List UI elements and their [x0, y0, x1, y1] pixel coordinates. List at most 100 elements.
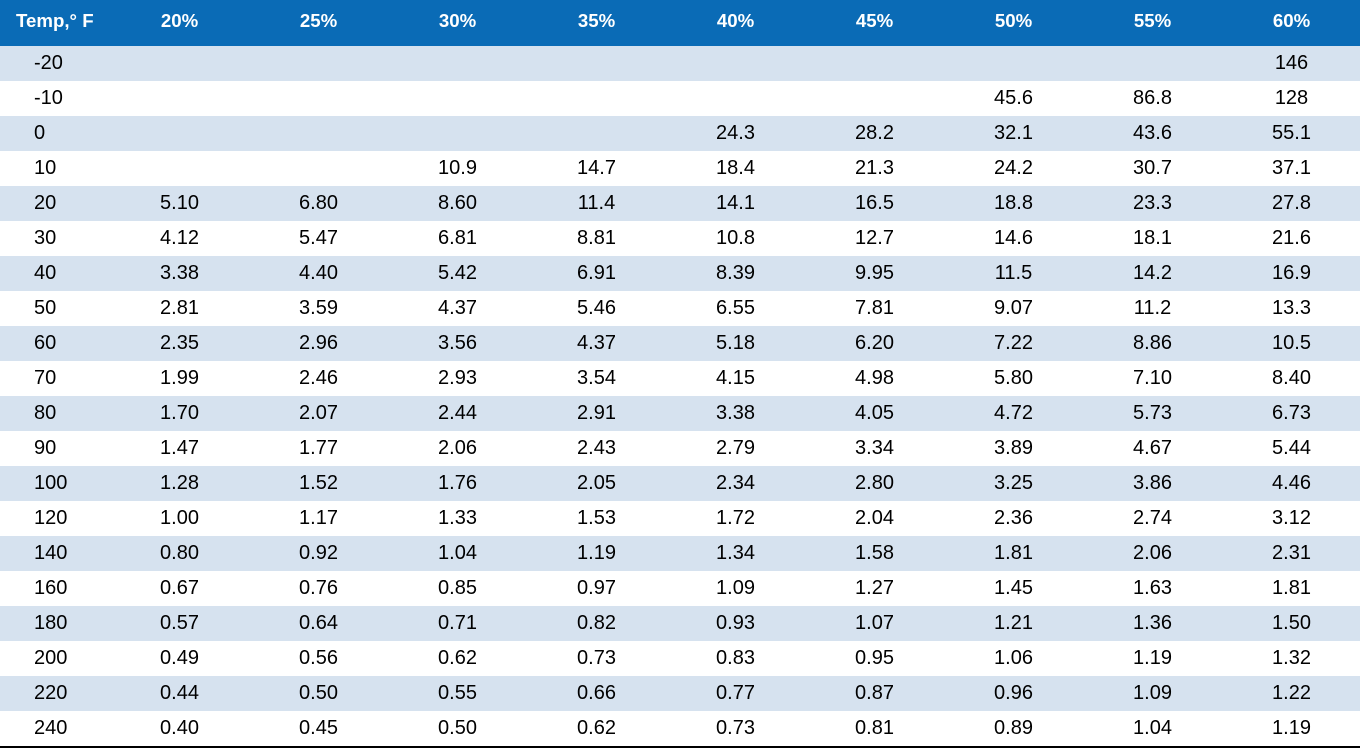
data-cell: 0.92 — [249, 536, 388, 571]
data-cell: 37.1 — [1222, 151, 1360, 186]
data-cell: 1.45 — [944, 571, 1083, 606]
data-cell: 4.98 — [805, 361, 944, 396]
data-cell: 4.05 — [805, 396, 944, 431]
table-row: -1045.686.8128 — [0, 81, 1360, 116]
table-row: -20146 — [0, 46, 1360, 81]
table-row: 1400.800.921.041.191.341.581.812.062.31 — [0, 536, 1360, 571]
data-table: Temp,° F20%25%30%35%40%45%50%55%60% -201… — [0, 0, 1360, 748]
data-cell: 24.2 — [944, 151, 1083, 186]
data-cell: 5.46 — [527, 291, 666, 326]
data-cell: 1.63 — [1083, 571, 1222, 606]
table-header: Temp,° F20%25%30%35%40%45%50%55%60% — [0, 0, 1360, 46]
table-row: 701.992.462.933.544.154.985.807.108.40 — [0, 361, 1360, 396]
data-cell: 10.8 — [666, 221, 805, 256]
data-cell — [388, 116, 527, 151]
data-cell: 7.10 — [1083, 361, 1222, 396]
data-cell — [805, 81, 944, 116]
data-cell — [249, 151, 388, 186]
data-cell: 0.73 — [666, 711, 805, 747]
data-cell: 10.9 — [388, 151, 527, 186]
data-cell: 0.71 — [388, 606, 527, 641]
data-cell: 0.64 — [249, 606, 388, 641]
data-cell: 0.44 — [110, 676, 249, 711]
data-cell: 2.04 — [805, 501, 944, 536]
table-row: 205.106.808.6011.414.116.518.823.327.8 — [0, 186, 1360, 221]
data-cell: 2.06 — [388, 431, 527, 466]
data-cell: 4.46 — [1222, 466, 1360, 501]
data-cell: 8.39 — [666, 256, 805, 291]
data-cell: 6.55 — [666, 291, 805, 326]
data-cell: 9.07 — [944, 291, 1083, 326]
data-cell: 2.93 — [388, 361, 527, 396]
data-cell: 0.95 — [805, 641, 944, 676]
data-cell: 6.80 — [249, 186, 388, 221]
table-row: 2000.490.560.620.730.830.951.061.191.32 — [0, 641, 1360, 676]
col-header-percent: 35% — [527, 0, 666, 46]
col-header-percent: 50% — [944, 0, 1083, 46]
data-cell: 23.3 — [1083, 186, 1222, 221]
data-cell: 0.80 — [110, 536, 249, 571]
data-cell: 1.19 — [1083, 641, 1222, 676]
data-cell: 1.76 — [388, 466, 527, 501]
data-cell: 0.62 — [388, 641, 527, 676]
data-cell: 3.86 — [1083, 466, 1222, 501]
data-cell — [110, 116, 249, 151]
table-row: 1010.914.718.421.324.230.737.1 — [0, 151, 1360, 186]
table-row: 403.384.405.426.918.399.9511.514.216.9 — [0, 256, 1360, 291]
data-cell: 1.77 — [249, 431, 388, 466]
data-cell: 0.93 — [666, 606, 805, 641]
table-row: 2200.440.500.550.660.770.870.961.091.22 — [0, 676, 1360, 711]
data-cell: 16.5 — [805, 186, 944, 221]
row-label: 140 — [0, 536, 110, 571]
table-body: -20146-1045.686.8128024.328.232.143.655.… — [0, 46, 1360, 747]
data-cell: 0.67 — [110, 571, 249, 606]
data-cell: 3.38 — [110, 256, 249, 291]
data-cell: 11.5 — [944, 256, 1083, 291]
data-cell: 0.50 — [249, 676, 388, 711]
row-label: 240 — [0, 711, 110, 747]
data-cell: 1.72 — [666, 501, 805, 536]
data-cell: 0.76 — [249, 571, 388, 606]
data-cell: 2.81 — [110, 291, 249, 326]
data-cell: 1.27 — [805, 571, 944, 606]
data-cell: 4.37 — [527, 326, 666, 361]
data-cell: 8.40 — [1222, 361, 1360, 396]
data-cell: 27.8 — [1222, 186, 1360, 221]
data-cell — [110, 151, 249, 186]
data-cell: 11.2 — [1083, 291, 1222, 326]
table-row: 801.702.072.442.913.384.054.725.736.73 — [0, 396, 1360, 431]
data-cell: 4.37 — [388, 291, 527, 326]
data-cell: 0.55 — [388, 676, 527, 711]
data-cell: 4.12 — [110, 221, 249, 256]
data-cell: 14.7 — [527, 151, 666, 186]
data-cell — [388, 46, 527, 81]
data-cell: 1.04 — [388, 536, 527, 571]
data-cell: 146 — [1222, 46, 1360, 81]
data-cell: 4.40 — [249, 256, 388, 291]
row-label: 30 — [0, 221, 110, 256]
data-cell: 28.2 — [805, 116, 944, 151]
data-cell: 2.06 — [1083, 536, 1222, 571]
data-cell: 1.99 — [110, 361, 249, 396]
data-cell — [944, 46, 1083, 81]
col-header-temp: Temp,° F — [0, 0, 110, 46]
data-cell: 1.36 — [1083, 606, 1222, 641]
row-label: 100 — [0, 466, 110, 501]
data-cell: 0.57 — [110, 606, 249, 641]
data-cell: 86.8 — [1083, 81, 1222, 116]
data-cell: 4.72 — [944, 396, 1083, 431]
col-header-percent: 60% — [1222, 0, 1360, 46]
data-cell: 1.09 — [666, 571, 805, 606]
data-cell: 3.25 — [944, 466, 1083, 501]
data-cell: 16.9 — [1222, 256, 1360, 291]
data-cell: 2.79 — [666, 431, 805, 466]
data-cell: 0.97 — [527, 571, 666, 606]
data-cell: 4.67 — [1083, 431, 1222, 466]
data-cell — [1083, 46, 1222, 81]
data-cell: 43.6 — [1083, 116, 1222, 151]
data-cell: 8.60 — [388, 186, 527, 221]
data-cell — [527, 81, 666, 116]
data-cell: 18.4 — [666, 151, 805, 186]
data-cell: 1.81 — [944, 536, 1083, 571]
data-cell — [527, 46, 666, 81]
